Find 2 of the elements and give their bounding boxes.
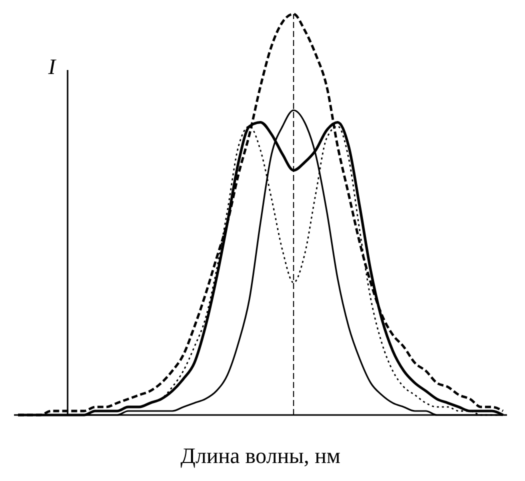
y-axis-title: I <box>47 54 58 79</box>
x-axis-title: Длина волны, нм <box>180 443 341 468</box>
